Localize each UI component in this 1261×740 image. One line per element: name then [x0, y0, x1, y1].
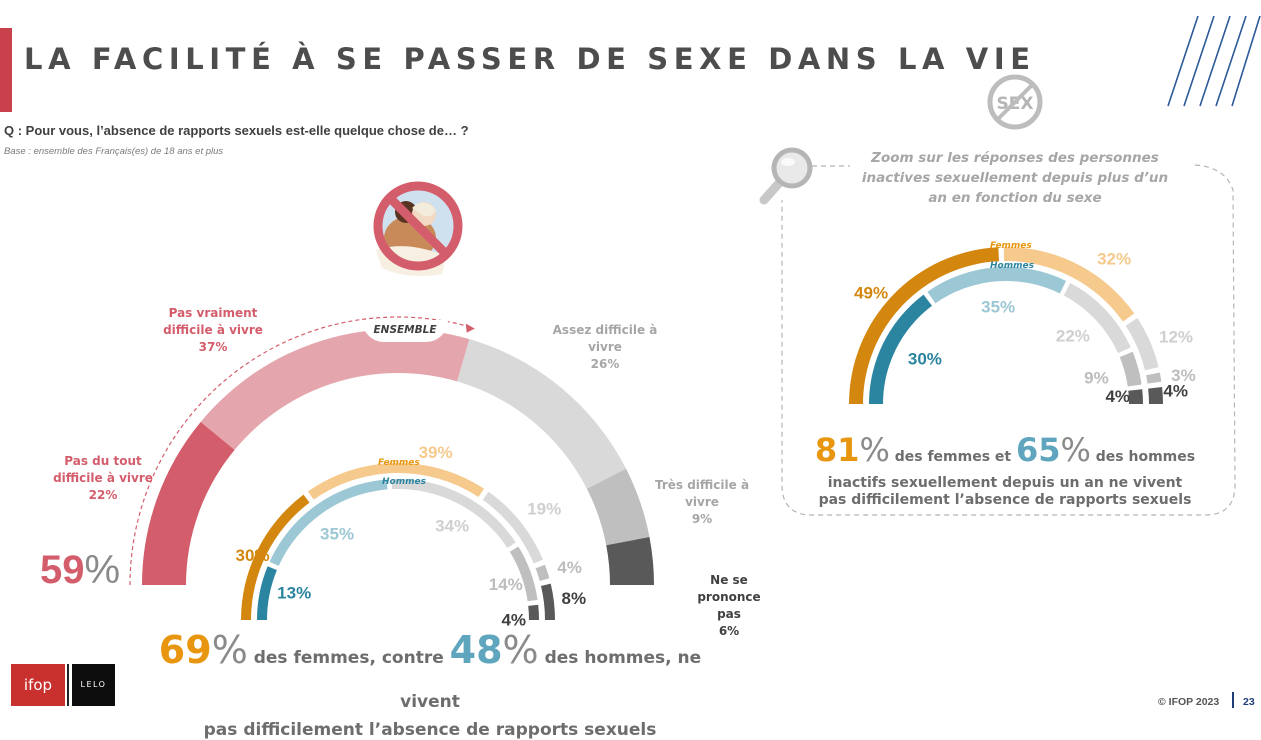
inner-hommes-label-2: 34%	[435, 517, 469, 536]
inner-hommes-label-1: 35%	[320, 524, 354, 543]
combined-not-difficult-value: 59%	[40, 548, 121, 592]
main-summary: 69% des femmes, contre 48% des hommes, n…	[158, 628, 702, 740]
lelo-logo: LELO	[72, 664, 115, 706]
ensemble-arrowhead	[465, 323, 475, 333]
inner-hommes-segment-3	[509, 546, 538, 602]
magnifier-icon	[759, 147, 813, 205]
inner-femmes-segment-2	[482, 491, 543, 564]
inner-femmes-segment-0	[241, 494, 310, 620]
inner-femmes-label-3: 4%	[557, 558, 582, 577]
survey-question: Q : Pour vous, l’absence de rapports sex…	[4, 123, 469, 138]
zoom-panel-title: Zoom sur les réponses des personnes inac…	[861, 150, 1169, 206]
inner-hommes-label-4: 4%	[501, 610, 526, 629]
no-intimacy-illustration-icon	[373, 181, 463, 276]
inner-femmes-segment-3	[535, 564, 550, 581]
inner-femmes-label-2: 19%	[527, 499, 561, 518]
inner-hommes-label: Hommes	[382, 477, 426, 487]
inner-femmes-label: Femmes	[378, 458, 420, 468]
page-number: 23	[1243, 696, 1255, 708]
zoom-hommes-label: Hommes	[990, 261, 1034, 271]
ensemble-label: ENSEMBLE	[373, 324, 437, 336]
label-assez-difficile: Assez difficile à vivre 26%	[552, 323, 658, 371]
zoom-summary: 81% des femmes et 65% des hommes inactif…	[814, 431, 1196, 508]
page-title: LA FACILITÉ À SE PASSER DE SEXE DANS LA …	[24, 42, 1036, 76]
inner-hommes-segment-1	[269, 479, 388, 566]
ensemble-segment-4	[606, 537, 654, 585]
inner-hommes-label-3: 14%	[489, 575, 523, 594]
inner-hommes-segment-2	[391, 478, 516, 548]
label-tres-difficile: Très difficile à vivre 9%	[654, 478, 750, 526]
decorative-stripes-icon	[1167, 15, 1261, 107]
inner-hommes-label-0: 13%	[277, 584, 311, 603]
ensemble-dashed-arrow	[129, 316, 468, 586]
ensemble-tag: ENSEMBLE	[362, 320, 448, 342]
label-ne-se-prononce-pas: Ne se prononce pas 6%	[697, 573, 761, 638]
copyright: © IFOP 2023	[1158, 696, 1220, 708]
inner-femmes-label-4: 8%	[562, 589, 587, 608]
no-sex-icon: SEX	[987, 74, 1043, 130]
ensemble-segment-3	[586, 468, 650, 546]
survey-base: Base : ensemble des Français(es) de 18 a…	[4, 146, 224, 157]
inner-hommes-segment-0	[257, 566, 277, 620]
page-separator	[1232, 692, 1234, 708]
label-pas-du-tout: Pas du tout difficile à vivre 22%	[53, 454, 153, 502]
inner-femmes-label-1: 39%	[419, 443, 453, 462]
label-pas-vraiment: Pas vraiment difficile à vivre 37%	[163, 306, 263, 354]
inner-femmes-segment-4	[540, 583, 555, 620]
brand-accent-bar	[0, 28, 12, 112]
logo-divider	[67, 664, 69, 706]
inner-hommes-segment-4	[528, 604, 539, 620]
zoom-panel-frame	[759, 147, 1236, 516]
inner-femmes-label-0: 30%	[236, 546, 270, 565]
ifop-logo: ifop	[11, 664, 65, 706]
zoom-femmes-label: Femmes	[990, 241, 1032, 251]
